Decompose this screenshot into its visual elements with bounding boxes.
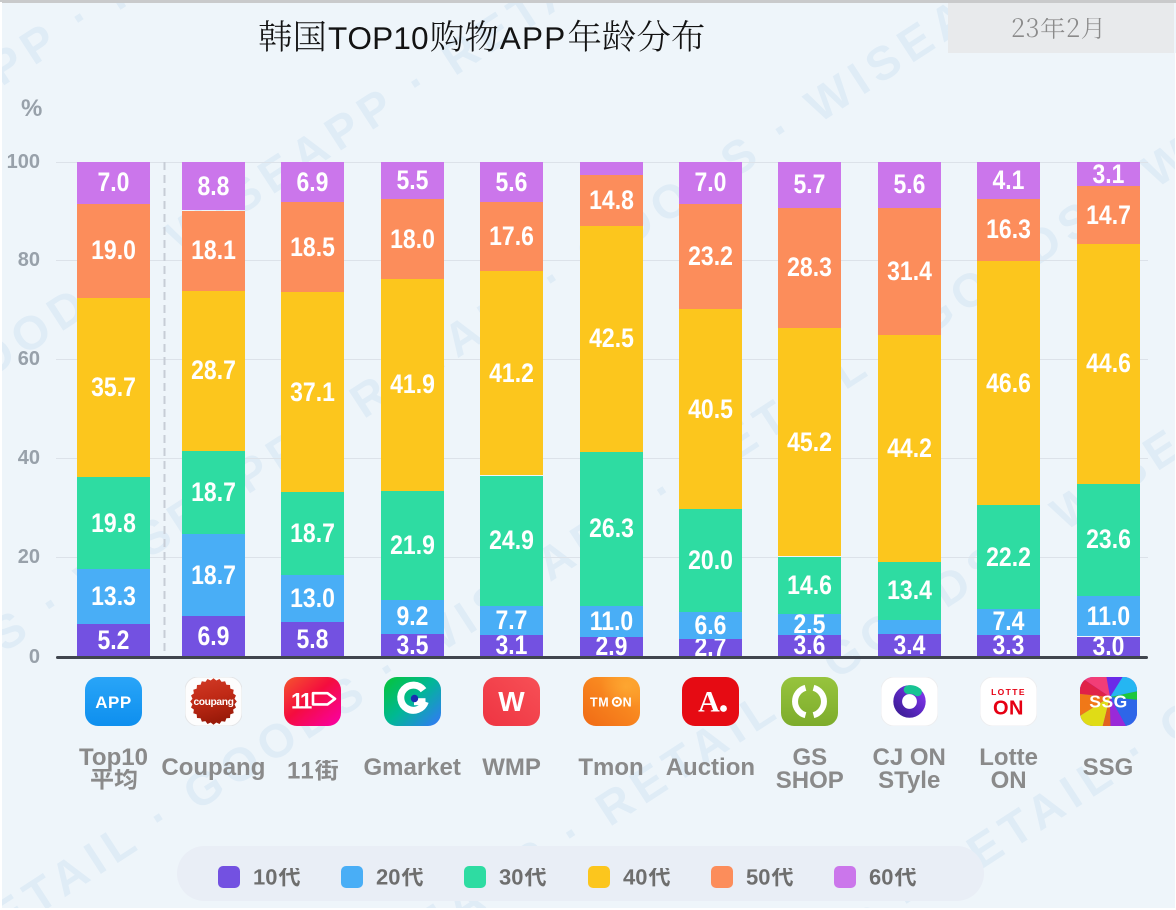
svg-text:SSG: SSG	[1089, 691, 1127, 711]
svg-text:APP: APP	[95, 693, 131, 712]
svg-text:N: N	[622, 695, 631, 709]
svg-text:ON: ON	[993, 697, 1024, 719]
svg-text:TM: TM	[590, 695, 609, 709]
svg-text:11: 11	[291, 688, 312, 713]
svg-text:A: A	[698, 685, 720, 718]
svg-text:LOTTE: LOTTE	[991, 687, 1026, 697]
svg-text:W: W	[498, 686, 525, 717]
svg-text:coupang: coupang	[193, 697, 233, 708]
